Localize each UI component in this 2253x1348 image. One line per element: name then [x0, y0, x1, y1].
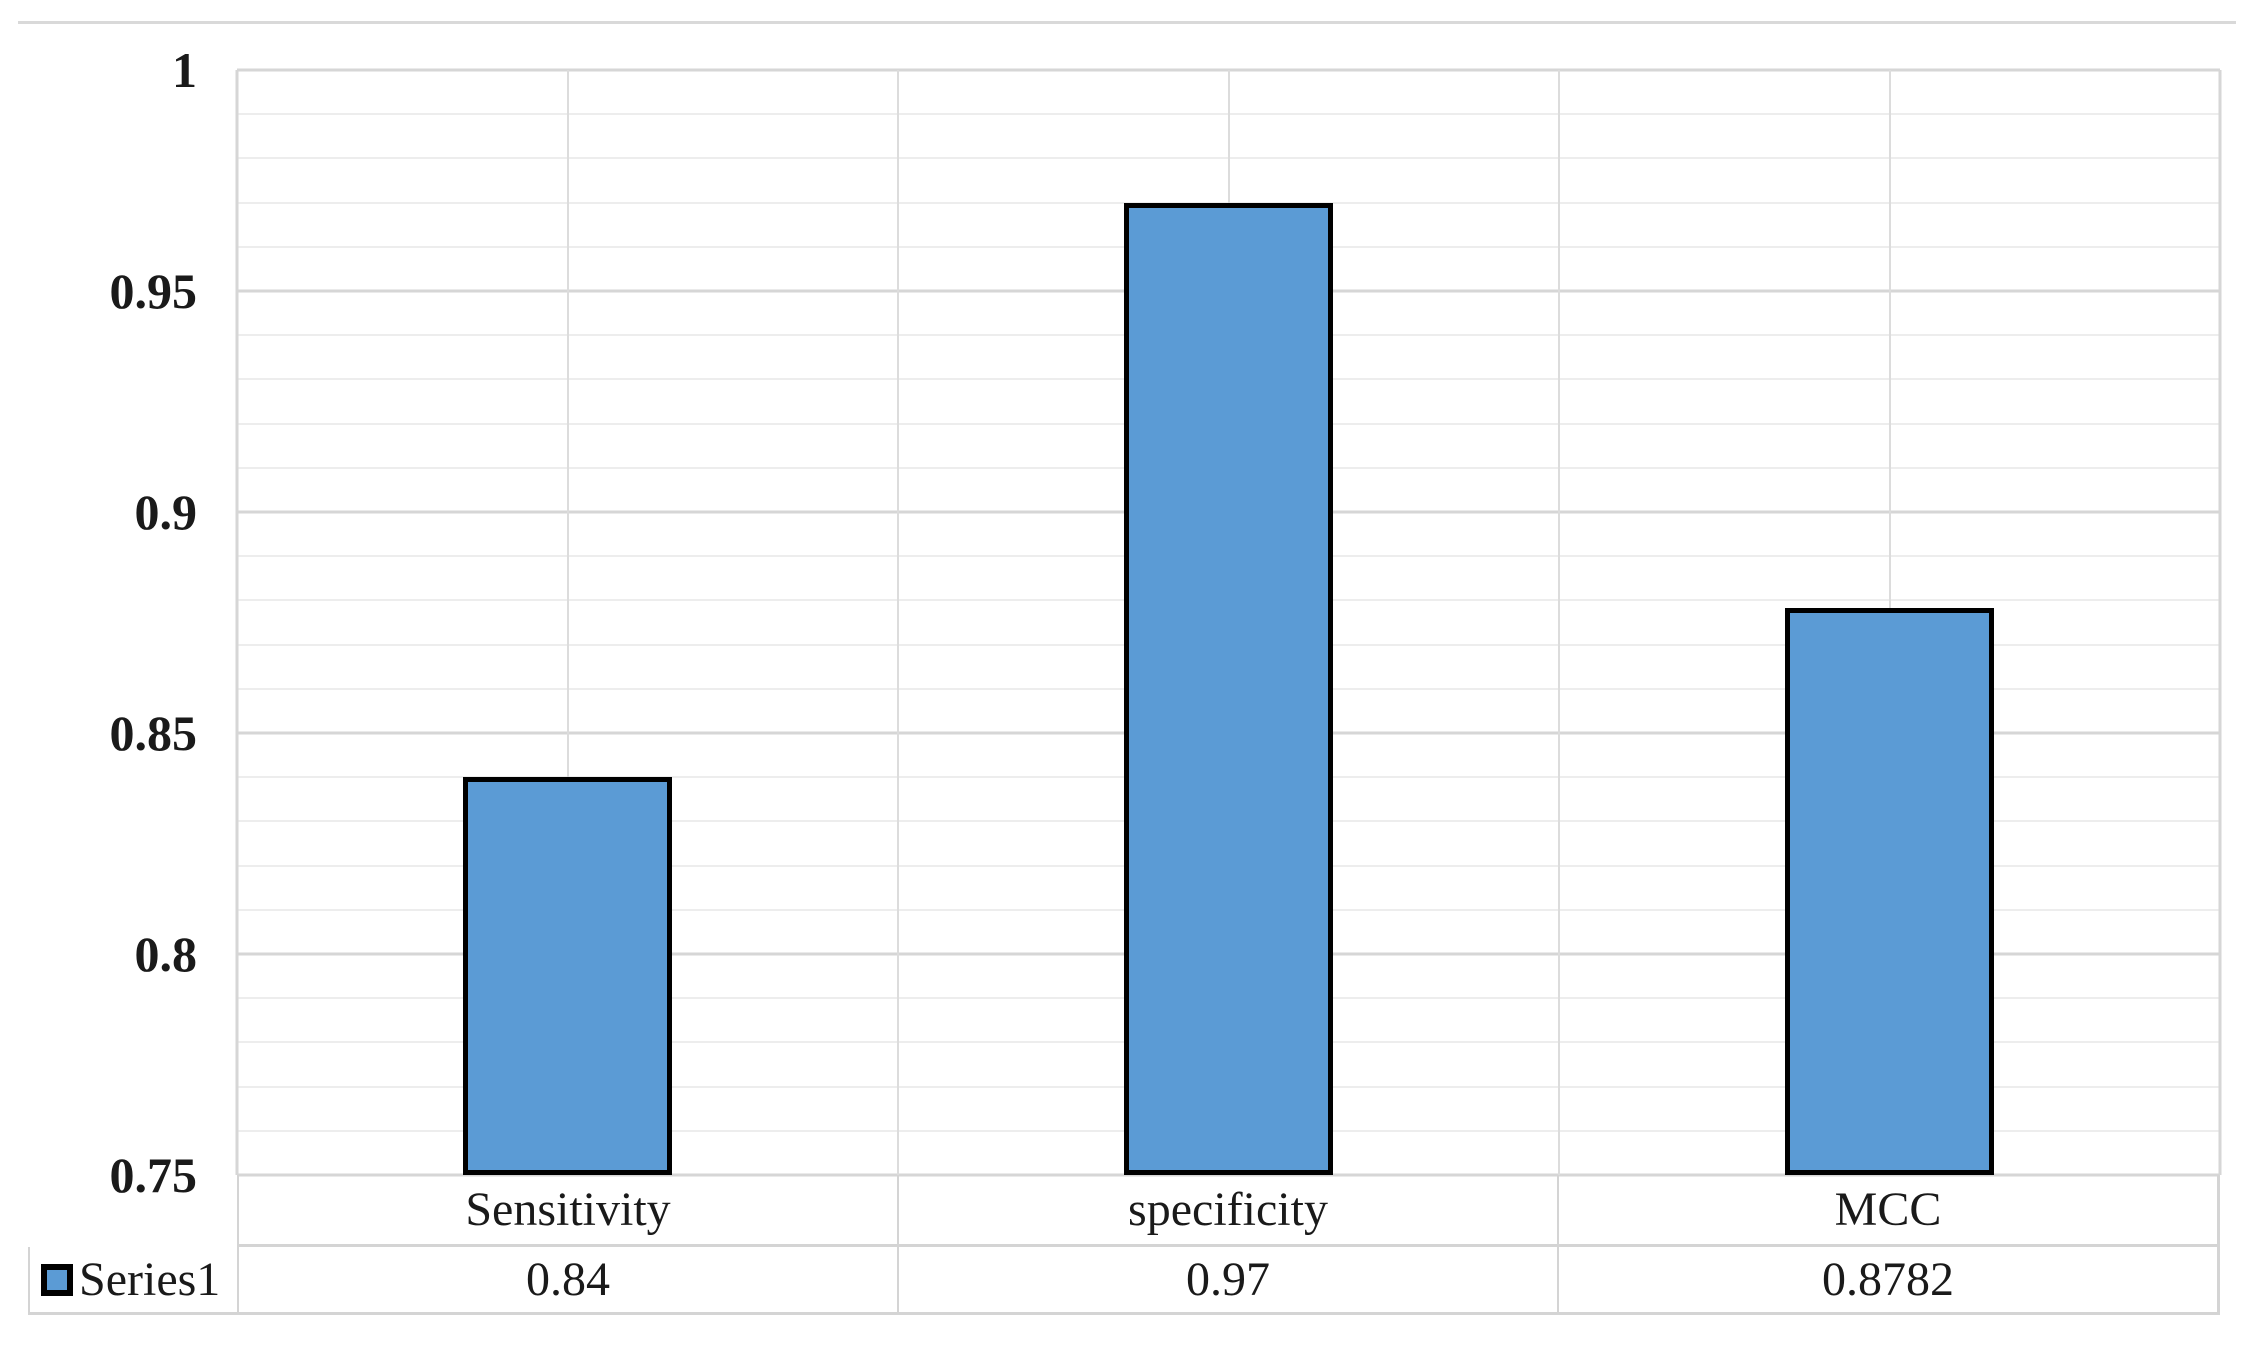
figure-top-border: [18, 21, 2236, 24]
bar-specificity: [1124, 202, 1333, 1175]
y-tick-label: 0.75: [109, 1147, 198, 1203]
vertical-gridline: [566, 70, 569, 1175]
vertical-gridline: [1558, 70, 1560, 1175]
y-tick-label: 0.95: [109, 263, 198, 319]
y-tick-label: 1: [172, 42, 197, 98]
y-tick-label: 0.8: [134, 926, 198, 982]
y-tick-label: 0.85: [109, 705, 198, 761]
bar-sensitivity: [463, 777, 672, 1175]
value-row: Series1 0.84 0.97 0.8782: [28, 1247, 2220, 1315]
y-tick-label: 0.9: [134, 484, 198, 540]
legend-series-label: Series1: [79, 1253, 221, 1306]
value-mcc: 0.8782: [1822, 1253, 1954, 1306]
value-specificity: 0.97: [899, 1247, 1559, 1312]
major-gridline: [237, 1173, 2220, 1177]
bar-mcc: [1785, 608, 1994, 1175]
plot-area: [235, 68, 2222, 1177]
y-axis-labels: 1 0.95 0.9 0.85 0.8 0.75: [0, 45, 198, 1200]
legend-swatch-icon: [41, 1263, 73, 1296]
vertical-gridline: [2218, 70, 2222, 1175]
category-label-specificity: specificity: [899, 1175, 1559, 1244]
category-label-sensitivity: Sensitivity: [239, 1175, 899, 1244]
vertical-gridline: [235, 70, 239, 1175]
value-sensitivity: 0.84: [239, 1247, 899, 1312]
category-row: Sensitivity specificity MCC: [237, 1175, 2220, 1247]
vertical-gridline: [897, 70, 899, 1175]
legend-cell: Series1: [30, 1247, 239, 1312]
category-label-mcc: MCC: [1834, 1183, 1942, 1236]
